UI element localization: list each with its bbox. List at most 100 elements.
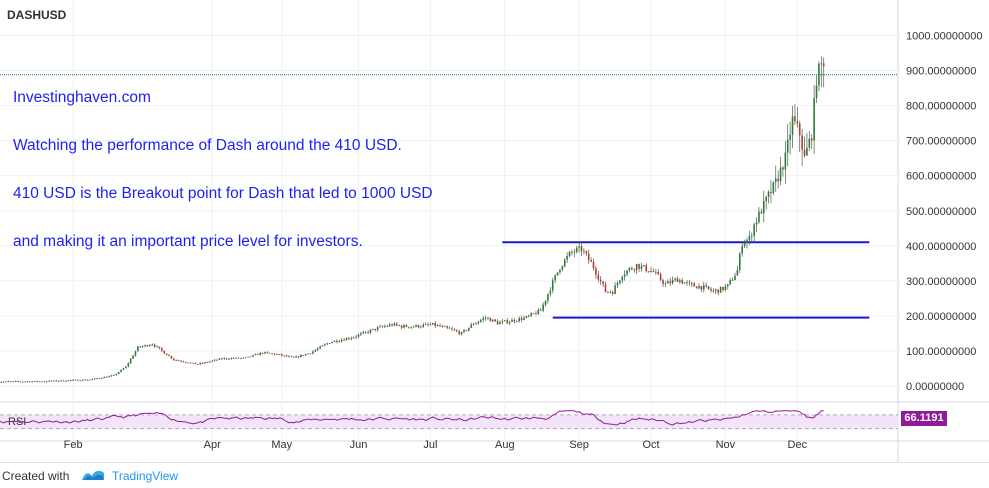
candle-body xyxy=(242,357,245,359)
candle-body xyxy=(583,251,585,253)
candle-body xyxy=(532,313,535,315)
candle-body xyxy=(767,191,770,197)
candle-body xyxy=(465,330,468,331)
candle-body xyxy=(544,300,547,305)
candle-body xyxy=(657,271,660,275)
footer-brand-link[interactable]: TradingView xyxy=(112,469,179,483)
rsi-line xyxy=(0,410,824,426)
candle-body xyxy=(115,373,118,375)
candle-body xyxy=(268,352,271,354)
annotation-line: Investinghaven.com xyxy=(13,89,151,106)
candle-body xyxy=(182,361,185,363)
candle-body xyxy=(225,358,228,360)
candle-body xyxy=(475,323,477,325)
candle-body xyxy=(273,353,276,355)
candle-body xyxy=(434,322,437,326)
candle-body xyxy=(43,381,46,383)
candle-body xyxy=(451,328,453,330)
candle-body xyxy=(266,352,269,353)
candle-body xyxy=(599,279,602,282)
candle-body xyxy=(125,366,127,369)
candle-body xyxy=(72,379,74,381)
candle-body xyxy=(484,317,487,319)
candle-body xyxy=(487,317,489,319)
candle-body xyxy=(496,321,499,325)
candle-body xyxy=(556,272,559,276)
y-tick-label: 200.00000000 xyxy=(906,311,976,323)
candle-body xyxy=(590,260,592,263)
candle-body xyxy=(422,324,425,327)
candle-body xyxy=(535,313,537,315)
candle-body xyxy=(388,324,391,327)
candle-body xyxy=(482,318,484,321)
candle-body xyxy=(489,318,492,322)
candle-body xyxy=(635,264,638,270)
candle-body xyxy=(228,358,230,360)
candle-body xyxy=(185,361,187,363)
candle-body xyxy=(681,280,684,284)
candle-body xyxy=(537,309,540,315)
candle-body xyxy=(302,355,305,356)
y-tick-label: 300.00000000 xyxy=(906,276,976,288)
candle-body xyxy=(669,281,672,284)
y-tick-label: 100.00000000 xyxy=(906,346,976,358)
candle-body xyxy=(774,178,777,183)
candle-body xyxy=(199,363,202,365)
candle-body xyxy=(38,381,41,383)
candle-body xyxy=(345,338,348,341)
candle-body xyxy=(743,243,746,247)
candle-body xyxy=(89,379,91,381)
candle-body xyxy=(801,135,803,150)
x-tick-label: Jul xyxy=(423,439,437,451)
candle-body xyxy=(671,279,674,284)
candle-body xyxy=(458,331,461,335)
candle-body xyxy=(616,282,619,286)
x-tick-label: Oct xyxy=(642,439,659,451)
candle-body xyxy=(432,322,434,325)
candle-body xyxy=(731,279,734,281)
candle-body xyxy=(750,235,753,237)
candle-body xyxy=(717,289,719,293)
candle-body xyxy=(41,381,43,383)
candle-body xyxy=(81,379,84,381)
candle-body xyxy=(571,251,573,253)
rsi-value-badge: 66.1191 xyxy=(901,411,947,426)
candle-body xyxy=(477,321,480,324)
candle-layer xyxy=(0,56,825,383)
candle-body xyxy=(343,339,345,341)
candle-body xyxy=(530,313,532,316)
candle-body xyxy=(643,265,645,266)
tradingview-logo-icon[interactable] xyxy=(81,467,105,483)
candle-body xyxy=(412,326,415,328)
candle-body xyxy=(503,320,506,322)
candle-body xyxy=(810,138,813,141)
candle-body xyxy=(736,269,739,276)
candle-body xyxy=(26,381,29,383)
candle-body xyxy=(247,356,249,358)
candle-body xyxy=(686,282,688,284)
candle-body xyxy=(631,268,633,270)
candle-body xyxy=(223,358,226,360)
candle-body xyxy=(446,326,449,328)
candle-body xyxy=(573,251,576,253)
candle-body xyxy=(50,380,53,382)
candle-body xyxy=(700,286,703,290)
candle-body xyxy=(806,147,808,156)
candle-body xyxy=(818,63,820,86)
candle-body xyxy=(374,328,377,331)
candle-body xyxy=(12,381,14,383)
candle-body xyxy=(369,329,372,333)
candle-body xyxy=(91,379,94,380)
candle-body xyxy=(527,315,530,317)
candle-body xyxy=(822,63,825,67)
candle-body xyxy=(580,246,583,252)
candle-body xyxy=(563,259,566,267)
candle-body xyxy=(256,354,259,355)
candle-body xyxy=(729,280,731,285)
candle-body xyxy=(211,360,214,362)
candle-body xyxy=(364,331,367,333)
candle-body xyxy=(408,326,410,328)
candle-body xyxy=(218,358,221,360)
candle-body xyxy=(710,288,712,291)
candle-body xyxy=(300,355,302,358)
